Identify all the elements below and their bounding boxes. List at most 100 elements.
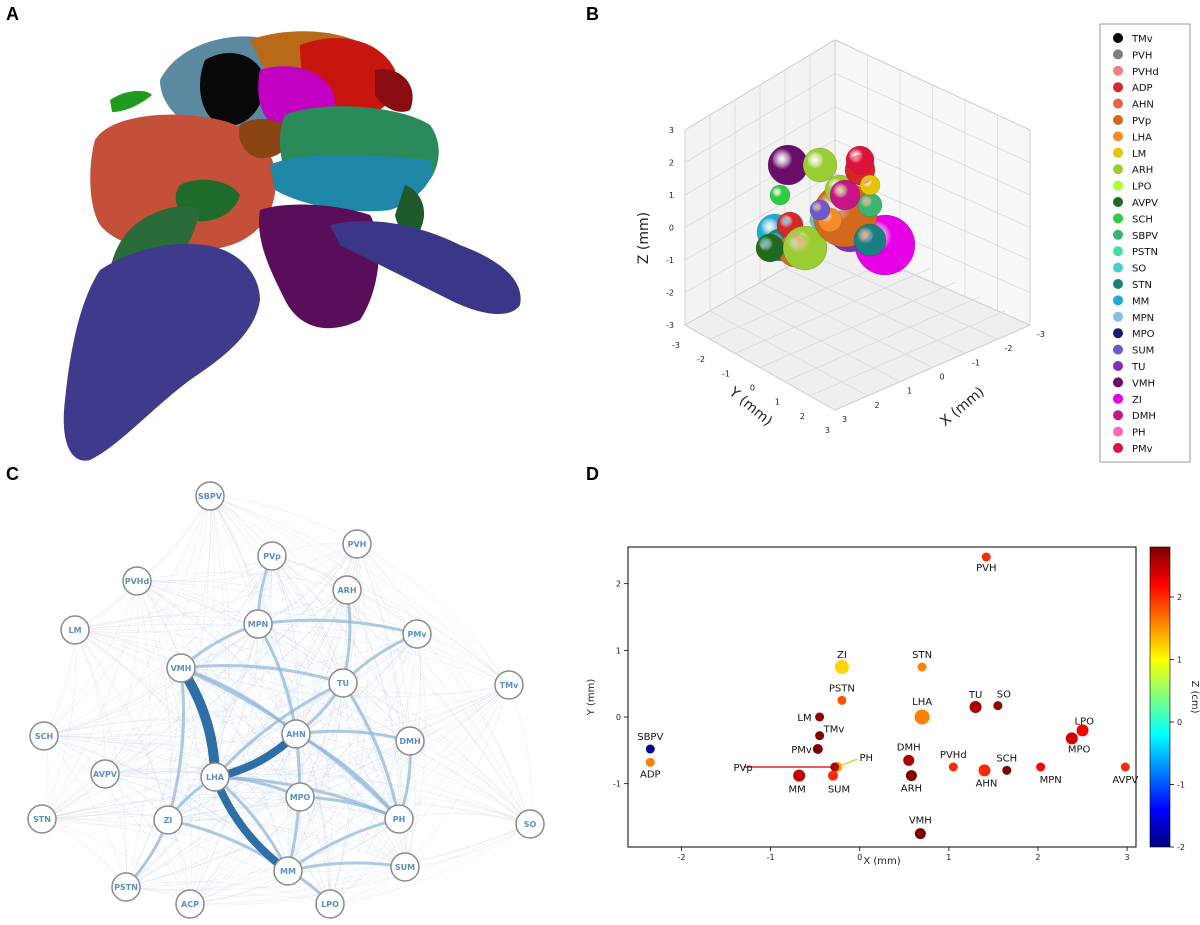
network-edge [104,733,297,775]
colorbar-tick-label: -1 [1177,781,1185,790]
network-edge [398,684,510,820]
legend-label-lpo: LPO [1132,182,1152,193]
network-edge [104,543,358,775]
network-edge [136,580,400,820]
legend-marker-so [1113,262,1123,273]
point-label-pvhd: PVHd [940,750,967,761]
colorbar [1149,546,1171,848]
point-label-pvp: PVp [734,763,753,774]
network-edge [329,823,531,905]
network-edge [125,881,331,905]
brain-render-image [63,31,521,461]
network-edge [346,589,510,686]
network-edge [209,495,531,825]
network-edge [295,543,358,735]
network-edge [180,667,201,905]
network-edge [295,633,418,735]
network-edge [214,776,331,905]
colorbar-tick-label: -2 [1177,843,1185,852]
z-tick-label: -1 [666,256,674,265]
point-label-mpn: MPN [1040,775,1062,786]
network-edge [43,735,191,905]
network-edge [271,555,305,798]
network-edge [74,555,273,631]
point-avpv [1120,762,1130,772]
network-edge [43,733,531,825]
node-dmh: DMH [395,726,425,756]
point-pvh [981,552,991,562]
legend-marker-lha [1113,131,1123,142]
point-label-mpo: MPO [1068,744,1091,755]
y-tick-label: 2 [616,580,621,589]
node-stn: STN [27,804,57,834]
node-vmh: VMH [166,653,196,683]
network-edge [189,796,301,905]
network-edge [41,818,191,905]
legend-label-sbpv: SBPV [1132,231,1158,242]
network-edge [346,589,400,820]
legend-marker-avpv [1113,197,1123,207]
network-edge [404,633,427,868]
point-label-ph: PH [859,753,873,764]
network-edge [209,495,297,735]
network-edge [43,719,297,737]
network-edge [74,623,510,686]
network-edge [43,667,182,737]
network-edge [214,555,273,778]
network-edge [209,495,331,905]
legend-marker-tu [1113,361,1123,371]
network-edge [287,682,344,872]
node-label: SCH [35,732,53,741]
colorbar-tick-label: 2 [1177,593,1182,602]
network-edge [356,543,510,686]
point-label-arh: ARH [901,784,922,795]
network-edge [287,589,348,872]
network-edge [180,664,344,685]
network-edge [125,682,344,888]
node-label: PVH [348,540,367,549]
node-lha: LHA [200,762,230,792]
point-label-lpo: LPO [1075,716,1095,727]
network-nodes: SBPV PVp PVH PVHd ARH LM MPN PMv TMv VMH TU SCH AHN D… [27,481,545,919]
point-mm [793,769,806,782]
sphere-cloud [755,144,916,276]
network-edge [125,495,211,888]
point-label-stn: STN [912,650,932,661]
network-edge [189,684,510,905]
network-edge [209,495,344,684]
network-edge [180,543,358,669]
y-tick-label: -2 [697,355,705,364]
network-edge [136,580,297,735]
legend-marker-lpo [1113,180,1123,191]
network-edge [329,740,411,905]
network-edge [209,495,411,742]
point-vmh [914,828,926,840]
network-edge [209,495,418,635]
legend-marker-pvhd [1113,65,1123,76]
point-lpo [1076,724,1089,737]
legend-label-stn: STN [1132,280,1152,291]
network-edge [167,495,215,821]
network-edge [257,618,418,636]
point-label-pmv: PMv [791,745,812,756]
legend-marker-pmv [1113,443,1123,453]
network-edge [180,667,531,825]
network-edge [125,733,297,888]
legend-label-tu: TU [1131,362,1145,373]
network-edge [167,819,406,868]
x-axis-label: X (mm) [937,384,987,430]
legend-marker-tmv [1113,33,1123,43]
network-edge [43,735,400,820]
z-tick-label: -2 [666,289,674,298]
network-edge [180,589,348,669]
network-edge [43,623,259,737]
legend-label-sch: SCH [1132,214,1153,225]
legend-marker-sum [1113,344,1123,355]
network-edge [167,623,259,821]
network-edge [214,623,259,778]
legend-marker-pvp [1113,115,1123,125]
z-tick-label: 2 [669,159,674,168]
network-edge [271,555,301,872]
network-edge [356,543,402,820]
network-edge [74,629,406,868]
